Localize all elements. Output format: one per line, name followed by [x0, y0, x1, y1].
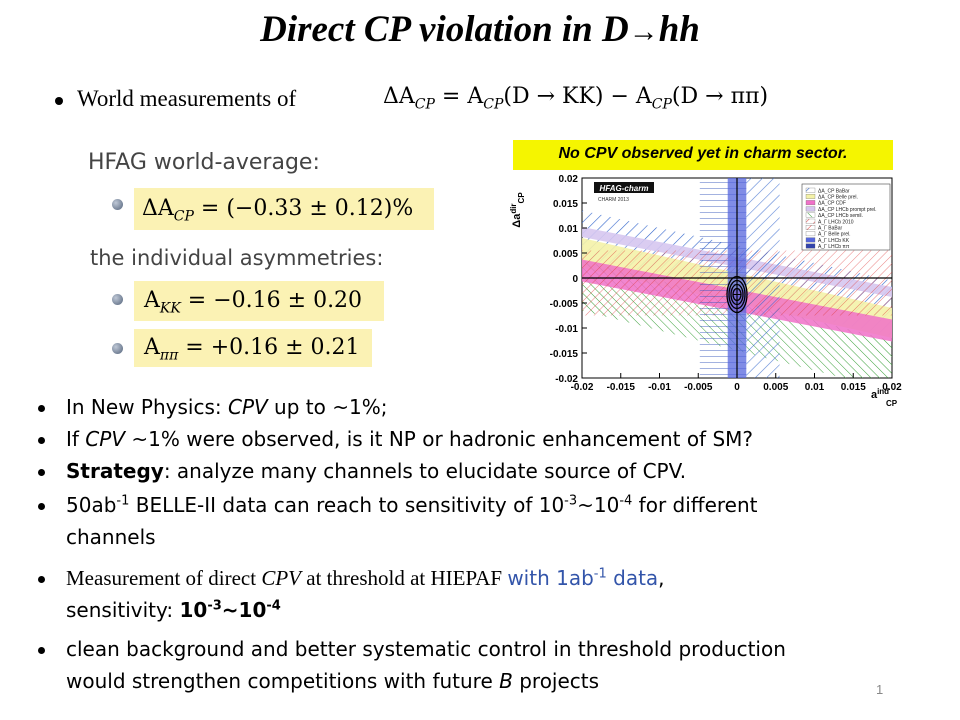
hfag-label: HFAG-charm [600, 184, 649, 193]
hfag-label-box [594, 182, 654, 193]
legend-swatch [805, 218, 816, 224]
no-cpv-callout: No CPV observed yet in charm sector. [513, 140, 893, 170]
bullet-icon [38, 469, 45, 476]
legend-label: ΔA_CP LHCb semil. [818, 213, 863, 219]
y-tick-label: 0 [572, 274, 578, 285]
y-axis-ticks: 0.02 0.015 0.01 0.005 0 -0.005 -0.01 -0.015 -0.0… [550, 174, 587, 385]
y-tick-label: -0.02 [555, 374, 578, 385]
legend-swatch [805, 194, 816, 199]
bullet-icon [112, 343, 123, 354]
bullet-icon [38, 576, 45, 583]
y-tick-label: 0.005 [553, 249, 578, 260]
bullet-icon [38, 405, 45, 412]
legend-label: ΔA_CP Belle prel. [818, 195, 858, 201]
plot-legend [801, 183, 891, 251]
page-title: Direct CP violation in D→hh [260, 9, 700, 50]
x-axis-label: aind [871, 387, 889, 401]
legend-swatch [805, 237, 816, 243]
legend-swatch [805, 231, 816, 237]
legend-swatch [805, 225, 816, 230]
x-axis-ticks: -0.02 -0.015 -0.01 -0.005 0 0.005 0.01 0.015 0.0… [571, 373, 902, 393]
x-tick-label: 0 [734, 382, 740, 393]
legend-label: A_Γ LHCb ππ [818, 244, 850, 250]
y-axis-label: ΔadirCP [510, 192, 526, 228]
bullet-icon [55, 96, 63, 105]
bullet-icon [38, 503, 45, 510]
y-tick-label: -0.005 [550, 299, 579, 310]
delta-acp-formula: ΔACP = ACP(D → KK) − ACP(D → ππ) [383, 84, 769, 113]
hfag-average-box: ΔACP = (−0.33 ± 0.12)% [134, 188, 434, 230]
legend-label: ΔA_CP CDF [818, 201, 846, 207]
confidence-contour [726, 275, 748, 314]
measurement-bands [582, 178, 892, 378]
x-tick-label: 0.015 [841, 382, 866, 393]
confidence-contour [730, 283, 744, 306]
y-tick-label: 0.01 [559, 224, 579, 235]
world-measurements-line: World measurements of [55, 86, 296, 112]
legend-swatch [805, 212, 816, 218]
x-tick-label: -0.015 [607, 382, 636, 393]
page-number: 1 [876, 682, 884, 697]
legend-swatch [805, 243, 816, 249]
x-tick-label: 0.01 [805, 382, 825, 393]
y-tick-label: 0.015 [553, 199, 578, 210]
apipi-box: Aππ = +0.16 ± 0.21 [134, 329, 372, 367]
x-tick-label: -0.005 [684, 382, 713, 393]
legend-label: A_Γ Belle prel. [818, 232, 851, 238]
x-tick-label: 0.02 [882, 382, 902, 393]
legend-label: ΔA_CP BaBar [818, 188, 850, 194]
bullet-icon [38, 437, 45, 444]
x-tick-label: -0.02 [571, 382, 594, 393]
y-tick-label: -0.01 [555, 324, 578, 335]
legend-swatch [805, 187, 816, 193]
x-axis-label-sub: CP [886, 399, 898, 408]
legend-label: A_Γ BaBar [818, 226, 842, 232]
legend-label: A_Γ LHCb 2010 [818, 219, 854, 225]
confidence-contour [728, 279, 746, 310]
legend-swatch [805, 200, 816, 206]
hfag-charm-plot: 0.020.0150.010.0050-0.005-0.01-0.015-0.0… [510, 174, 902, 408]
bullet-icon [112, 199, 123, 210]
legend-label: A_Γ LHCb KK [818, 238, 850, 244]
y-tick-label: 0.02 [559, 174, 579, 185]
akk-box: AKK = −0.16 ± 0.20 [134, 281, 384, 321]
arrow-icon: → [628, 15, 659, 48]
charm-label: CHARM 2013 [598, 197, 629, 203]
legend-swatch [805, 206, 816, 212]
legend-label: ΔA_CP LHCb prompt prel. [818, 207, 877, 213]
hfag-title: HFAG world-average: [88, 150, 320, 175]
individual-asymmetries-title: the individual asymmetries: [90, 246, 384, 270]
x-tick-label: -0.01 [648, 382, 671, 393]
bullet-icon [38, 647, 45, 654]
bullet-icon [112, 294, 123, 305]
x-tick-label: 0.005 [763, 382, 788, 393]
y-tick-label: -0.015 [550, 349, 579, 360]
